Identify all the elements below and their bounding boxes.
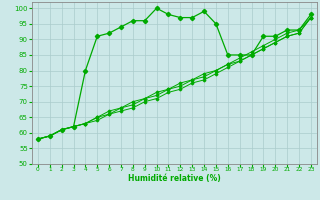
X-axis label: Humidité relative (%): Humidité relative (%) (128, 174, 221, 183)
